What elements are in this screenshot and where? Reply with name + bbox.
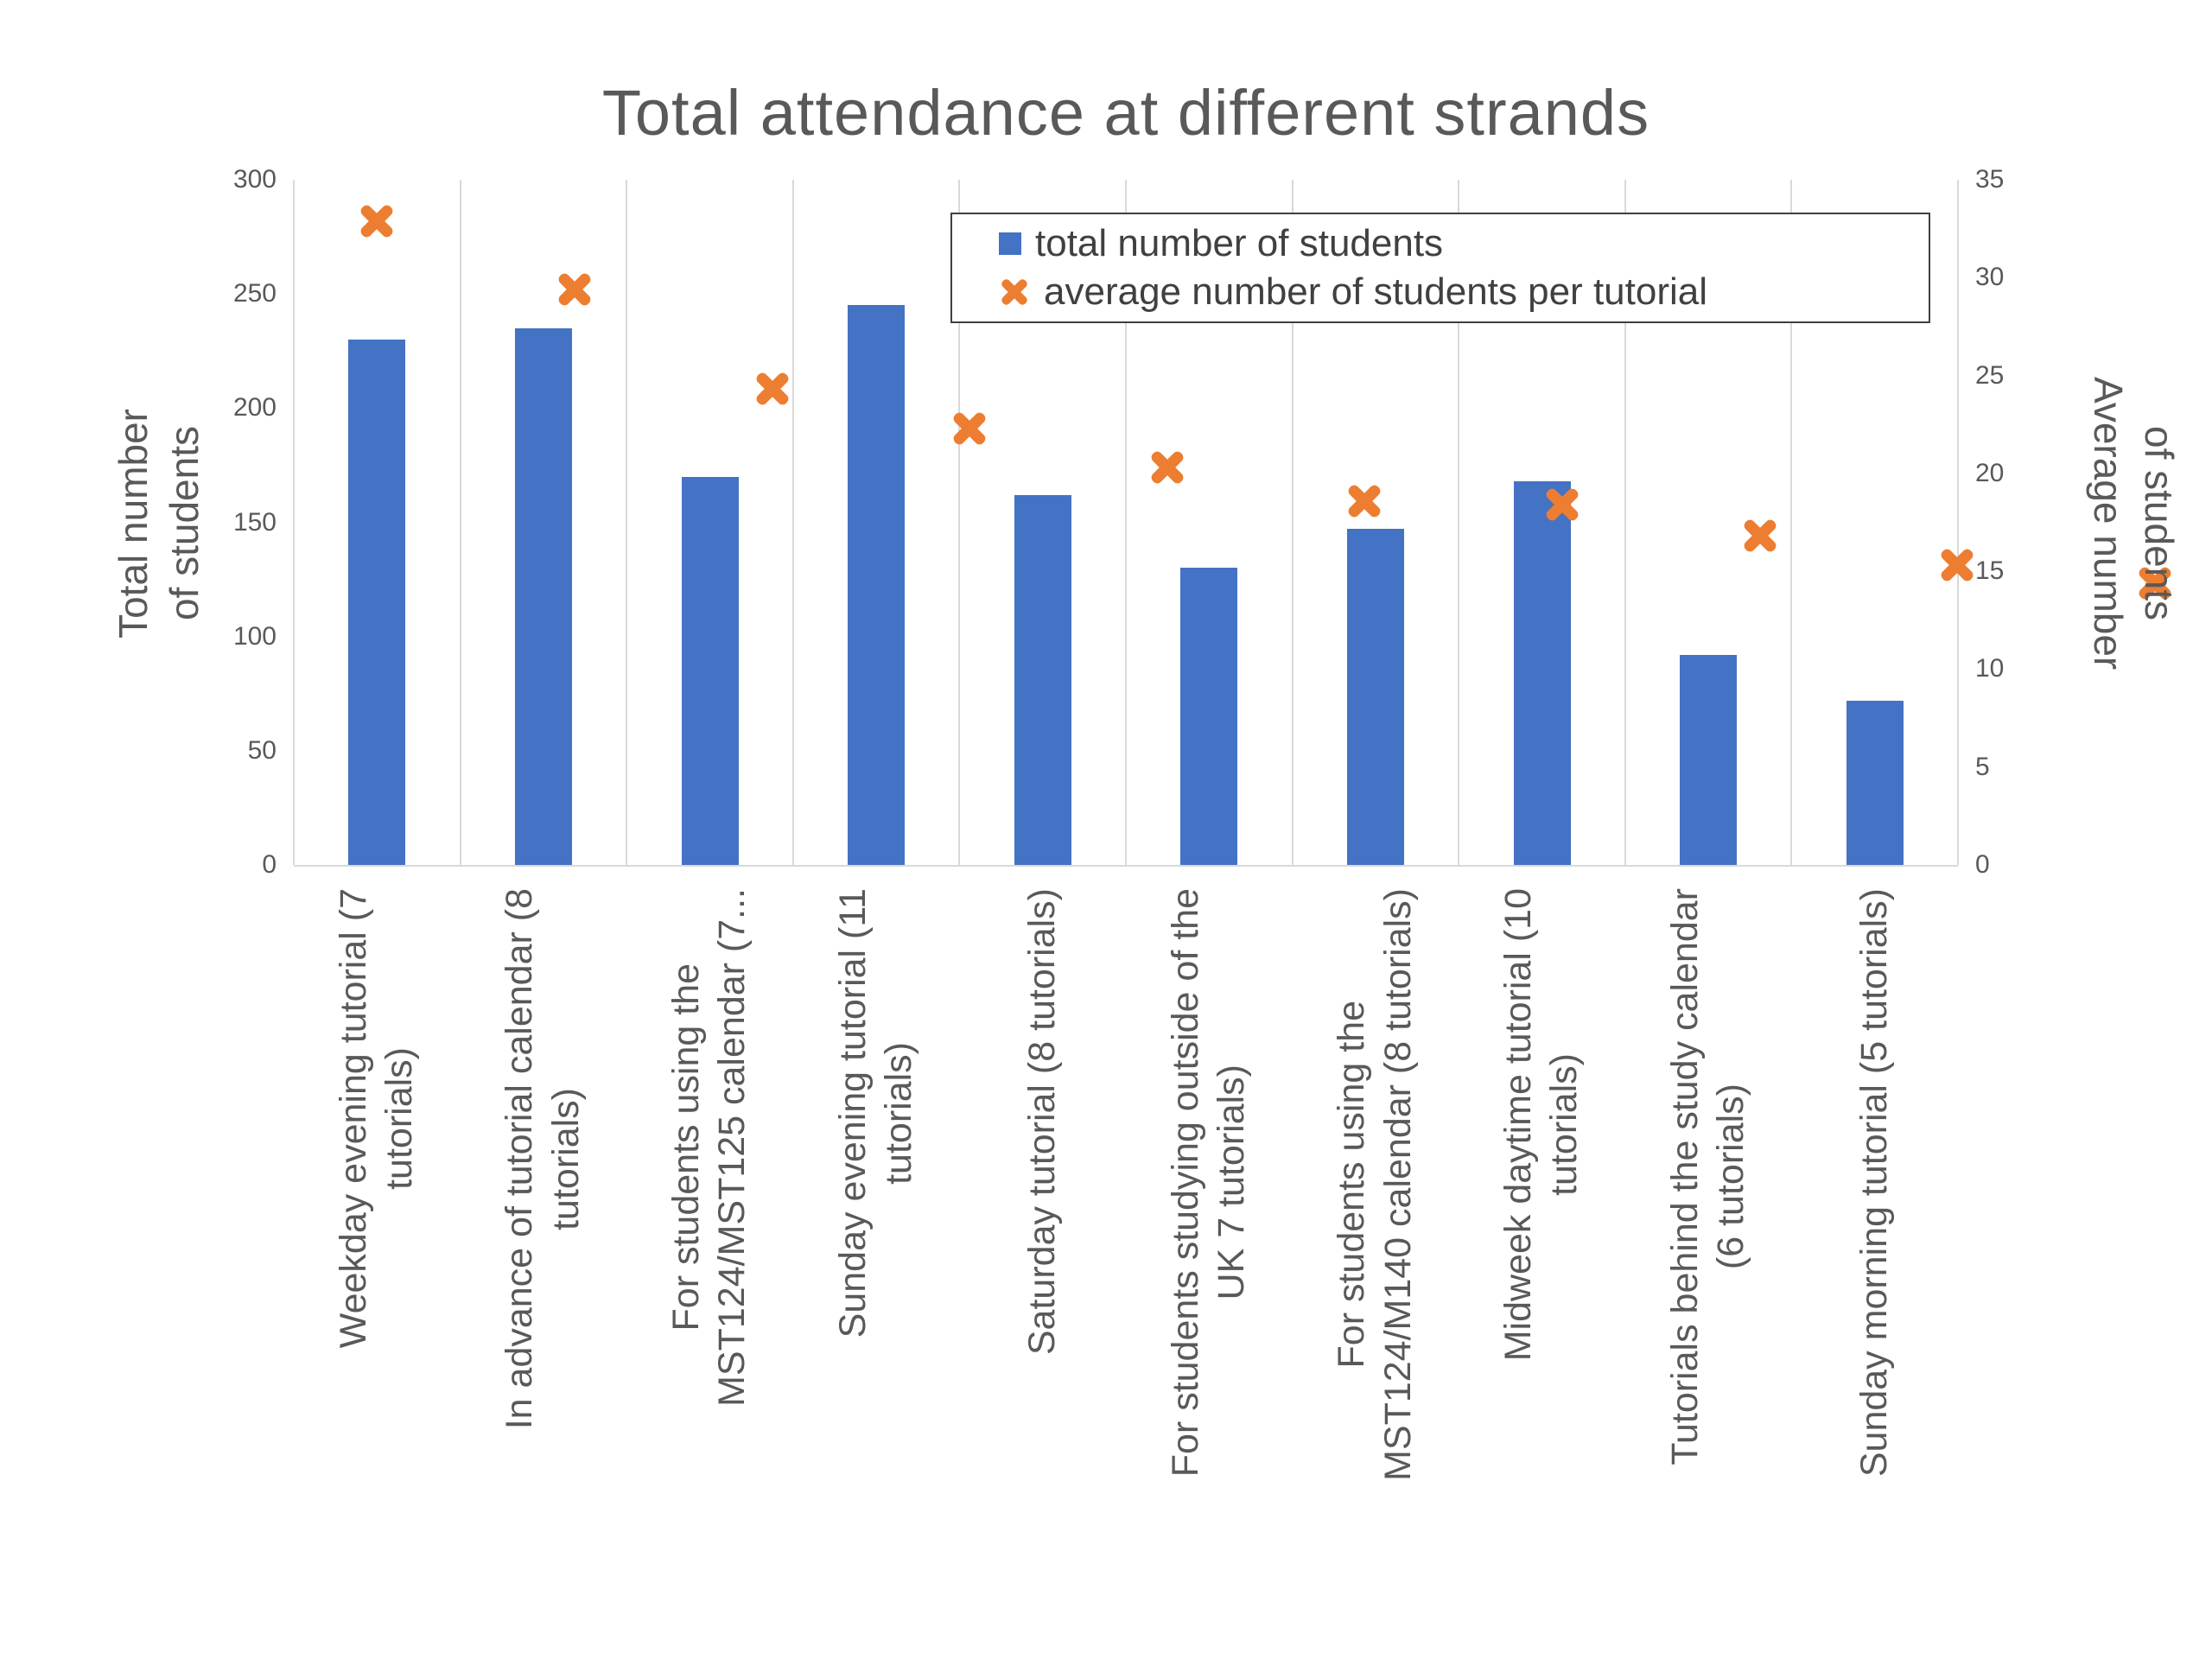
category-label-line: tutorials) (378, 1046, 421, 1190)
bar-total-students (1680, 654, 1738, 865)
bar-total-students (1513, 480, 1571, 865)
bar-total-students (514, 327, 572, 865)
category-label-line: MST124/M140 calendar (8 tutorials) (1376, 888, 1419, 1481)
marker-average-per-tutorial (559, 274, 590, 305)
category-label: For students using the MST124/M140 calend… (1293, 888, 1459, 1653)
gridline (293, 180, 295, 865)
marker-average-per-tutorial (1547, 489, 1578, 520)
category-label-line: For students using the (1331, 1001, 1373, 1369)
category-label-line: Saturday tutorial (8 tutorials) (1020, 888, 1063, 1356)
bar-total-students (1346, 529, 1404, 865)
category-label-line: In advance of tutorial calendar (8 (499, 888, 541, 1430)
marker-average-per-tutorial (361, 206, 392, 237)
category-label-line: tutorials) (544, 1087, 587, 1230)
right-tick-label: 20 (1975, 458, 2005, 487)
bar-total-students (848, 305, 906, 865)
left-tick-label: 200 (232, 393, 276, 423)
gridline (1957, 180, 1959, 865)
gridline (459, 180, 461, 865)
gridline (1624, 180, 1626, 865)
right-tick-label: 35 (1975, 165, 2005, 194)
left-tick-label: 150 (232, 507, 276, 537)
marker-average-per-tutorial (954, 413, 985, 444)
gridline (626, 180, 628, 865)
category-label-line: tutorials) (878, 1041, 920, 1185)
legend-x-marker-icon (1002, 280, 1027, 305)
category-label: Tutorials behind the study calendar (6 tu… (1625, 888, 1792, 1653)
plot-area (293, 180, 1959, 867)
bar-total-students (1180, 568, 1238, 865)
bar-total-students (348, 340, 406, 865)
category-label-line: Tutorials behind the study calendar (1663, 888, 1706, 1465)
right-tick-label: 30 (1975, 263, 2005, 292)
right-tick-label: 5 (1975, 752, 1990, 781)
marker-average-per-tutorial (1152, 452, 1183, 483)
category-label-line: For students studying outside of the (1164, 888, 1206, 1478)
right-tick-label: 10 (1975, 654, 2005, 683)
right-axis-title: Average number of students (2068, 180, 2199, 867)
marker-average-per-tutorial (757, 373, 788, 404)
right-axis-title-line2: of students (2136, 425, 2182, 621)
left-tick-label: 50 (247, 735, 276, 765)
left-axis-tick-labels: 0 50 100 150 200 250 300 (156, 167, 276, 878)
legend: total number of students average number … (950, 213, 1930, 323)
category-label: In advance of tutorial calendar (8 tutori… (461, 888, 627, 1653)
right-tick-label: 15 (1975, 556, 2005, 586)
legend-label-average-students: average number of students per tutorial (1044, 270, 1708, 313)
category-label-line: Sunday evening tutorial (11 (831, 888, 874, 1338)
right-tick-label: 25 (1975, 360, 2005, 390)
gridline (791, 180, 794, 865)
left-tick-label: 100 (232, 621, 276, 651)
gridline (958, 180, 961, 865)
category-label-line: Sunday morning tutorial (5 tutorials) (1853, 888, 1895, 1478)
left-tick-label: 300 (232, 165, 276, 194)
category-label-line: Weekday evening tutorial (7 (332, 888, 374, 1349)
right-axis-title-line1: Average number (2086, 376, 2131, 671)
category-label: Saturday tutorial (8 tutorials) (959, 888, 1126, 1653)
category-label: Weekday evening tutorial (7 tutorials) (294, 888, 461, 1653)
category-label-line: For students using the (665, 963, 708, 1332)
category-label: Midweek daytime tutorial (10 tutorials) (1459, 888, 1625, 1653)
category-label-line: tutorials) (1543, 1053, 1586, 1197)
bar-total-students (1846, 700, 1904, 865)
category-label-line: UK 7 tutorials) (1211, 1065, 1253, 1300)
category-axis-labels: Weekday evening tutorial (7 tutorials) In … (294, 888, 1958, 1653)
legend-label-total-students: total number of students (1035, 222, 1444, 264)
left-tick-label: 250 (232, 279, 276, 308)
left-tick-label: 0 (262, 850, 276, 879)
right-axis-tick-labels: 0 5 10 15 20 25 30 35 (1975, 167, 2079, 878)
category-label-line: (6 tutorials) (1710, 1084, 1752, 1270)
legend-bar-swatch-icon (999, 232, 1021, 255)
right-tick-label: 0 (1975, 850, 1990, 879)
marker-average-per-tutorial (1349, 486, 1380, 517)
marker-average-per-tutorial (1942, 550, 1973, 581)
marker-average-per-tutorial (1745, 520, 1776, 551)
bar-total-students (681, 476, 739, 865)
category-label: Sunday morning tutorial (5 tutorials) (1791, 888, 1958, 1653)
category-label: For students using the MST124/MST125 cale… (626, 888, 793, 1653)
category-label: Sunday evening tutorial (11 tutorials) (793, 888, 960, 1653)
left-axis-title-line1: Total number (111, 408, 156, 639)
category-label: For students studying outside of the UK 7… (1126, 888, 1293, 1653)
legend-item-average-students: average number of students per tutorial (999, 270, 1929, 314)
bar-total-students (1014, 494, 1071, 865)
chart-title: Total attendance at different strands (601, 77, 1650, 149)
category-label-line: MST124/MST125 calendar (7... (711, 888, 753, 1407)
gridline (1790, 180, 1793, 865)
gridline (1291, 180, 1294, 865)
gridline (1125, 180, 1127, 865)
category-label-line: Midweek daytime tutorial (10 (1497, 888, 1540, 1362)
legend-item-total-students: total number of students (999, 222, 1929, 265)
gridline (1458, 180, 1460, 865)
